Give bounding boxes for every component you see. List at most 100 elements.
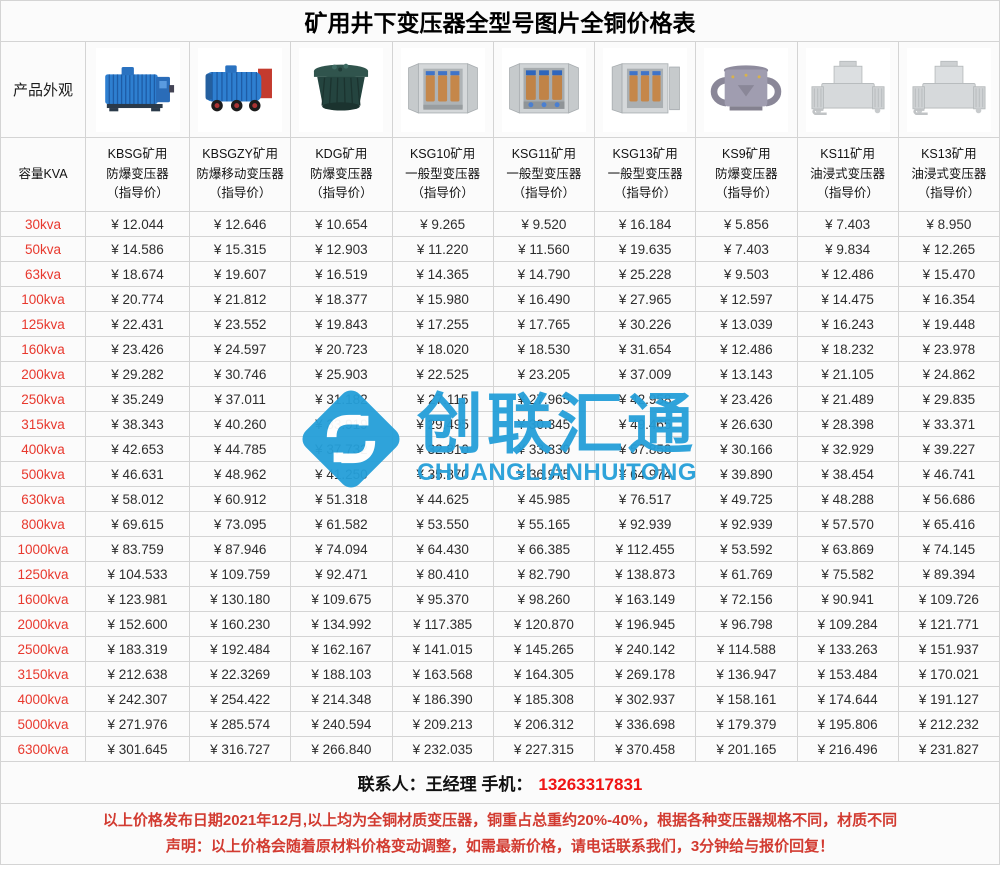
table-row: 160kva ¥ 23.426 ¥ 24.597 ¥ 20.723 ¥ 18.020 ¥ … — [0, 336, 1000, 362]
capacity-cell: 100kva — [0, 286, 86, 312]
price-cell: ¥ 22.3269 — [188, 661, 292, 687]
price-cell: ¥ 46.741 — [897, 461, 1000, 487]
price-cell: ¥ 74.094 — [290, 536, 393, 562]
notice-line-1: 以上价格发布日期2021年12月,以上均为全铜材质变压器，铜重占总重约20%-4… — [102, 812, 898, 829]
price-cell: ¥ 271.976 — [85, 711, 190, 737]
price-cell: ¥ 72.156 — [695, 586, 798, 612]
price-cell: ¥ 17.765 — [492, 311, 596, 337]
price-cell: ¥ 37.009 — [593, 361, 697, 387]
price-cell: ¥ 9.265 — [391, 211, 494, 237]
price-cell: ¥ 18.674 — [85, 261, 190, 287]
price-cell: ¥ 56.686 — [897, 486, 1000, 512]
price-cell: ¥ 214.348 — [290, 686, 393, 712]
price-cell: ¥ 152.600 — [85, 611, 190, 637]
price-cell: ¥ 240.594 — [290, 711, 393, 737]
price-cell: ¥ 11.220 — [391, 236, 494, 262]
capacity-cell: 1250kva — [0, 561, 86, 587]
price-cell: ¥ 22.431 — [85, 311, 190, 337]
price-cell: ¥ 80.410 — [391, 561, 494, 587]
price-cell: ¥ 39.890 — [695, 461, 798, 487]
capacity-cell: 315kva — [0, 411, 86, 437]
price-cell: ¥ 195.806 — [796, 711, 899, 737]
product-header-ks13: KS13矿用 油浸式变压器 （指导价） — [897, 137, 1000, 212]
product-photo-ks11 — [796, 41, 899, 138]
price-cell: ¥ 285.574 — [188, 711, 292, 737]
capacity-cell: 125kva — [0, 311, 86, 337]
price-cell: ¥ 179.379 — [695, 711, 798, 737]
price-cell: ¥ 112.455 — [593, 536, 697, 562]
price-cell: ¥ 23.426 — [695, 386, 798, 412]
price-cell: ¥ 87.946 — [188, 536, 292, 562]
price-cell: ¥ 14.365 — [391, 261, 494, 287]
capacity-cell: 200kva — [0, 361, 86, 387]
capacity-cell: 160kva — [0, 336, 86, 362]
price-cell: ¥ 30.226 — [593, 311, 697, 337]
price-cell: ¥ 16.184 — [593, 211, 697, 237]
price-cell: ¥ 25.903 — [290, 361, 393, 387]
table-row: 200kva ¥ 29.282 ¥ 30.746 ¥ 25.903 ¥ 22.525 ¥ … — [0, 361, 1000, 387]
price-cell: ¥ 44.625 — [391, 486, 494, 512]
price-cell: ¥ 8.950 — [897, 211, 1000, 237]
price-cell: ¥ 170.021 — [897, 661, 1000, 687]
price-cell: ¥ 141.015 — [391, 636, 494, 662]
price-cell: ¥ 231.827 — [897, 736, 1000, 762]
price-cell: ¥ 191.127 — [897, 686, 1000, 712]
price-cell: ¥ 117.385 — [391, 611, 494, 637]
price-cell: ¥ 31.654 — [593, 336, 697, 362]
capacity-cell: 1600kva — [0, 586, 86, 612]
price-cell: ¥ 61.769 — [695, 561, 798, 587]
price-cell: ¥ 20.774 — [85, 286, 190, 312]
capacity-cell: 50kva — [0, 236, 86, 262]
notice-row: 以上价格发布日期2021年12月,以上均为全铜材质变压器，铜重占总重约20%-4… — [0, 803, 1000, 865]
price-cell: ¥ 232.035 — [391, 736, 494, 762]
price-cell: ¥ 316.727 — [188, 736, 292, 762]
price-rows: 30kva ¥ 12.044 ¥ 12.646 ¥ 10.654 ¥ 9.265 ¥ 9.… — [0, 211, 1000, 762]
price-cell: ¥ 109.675 — [290, 586, 393, 612]
ks13-oil-immersed-transformer-image — [912, 60, 986, 115]
table-row: 250kva ¥ 35.249 ¥ 37.011 ¥ 31.182 ¥ 27.115 ¥ … — [0, 386, 1000, 412]
price-cell: ¥ 49.725 — [695, 486, 798, 512]
price-cell: ¥ 254.422 — [188, 686, 292, 712]
price-cell: ¥ 15.980 — [391, 286, 494, 312]
price-cell: ¥ 266.840 — [290, 736, 393, 762]
price-cell: ¥ 38.343 — [85, 411, 190, 437]
price-cell: ¥ 21.105 — [796, 361, 899, 387]
price-cell: ¥ 123.981 — [85, 586, 190, 612]
price-cell: ¥ 109.284 — [796, 611, 899, 637]
price-cell: ¥ 153.484 — [796, 661, 899, 687]
price-cell: ¥ 24.862 — [897, 361, 1000, 387]
price-cell: ¥ 38.454 — [796, 461, 899, 487]
product-photo-kbsg — [85, 41, 190, 138]
price-cell: ¥ 20.723 — [290, 336, 393, 362]
price-cell: ¥ 31.182 — [290, 386, 393, 412]
product-image-row: 产品外观 — [0, 41, 1000, 138]
capacity-cell: 500kva — [0, 461, 86, 487]
price-cell: ¥ 162.167 — [290, 636, 393, 662]
price-cell: ¥ 96.798 — [695, 611, 798, 637]
price-cell: ¥ 201.165 — [695, 736, 798, 762]
price-cell: ¥ 58.012 — [85, 486, 190, 512]
price-cell: ¥ 212.232 — [897, 711, 1000, 737]
price-cell: ¥ 206.312 — [492, 711, 596, 737]
capacity-cell: 400kva — [0, 436, 86, 462]
product-header-ks9: KS9矿用 防爆变压器 （指导价） — [695, 137, 798, 212]
price-cell: ¥ 13.143 — [695, 361, 798, 387]
price-cell: ¥ 44.785 — [188, 436, 292, 462]
price-cell: ¥ 37.011 — [188, 386, 292, 412]
product-photo-kbsgzy — [188, 41, 292, 138]
price-cell: ¥ 19.635 — [593, 236, 697, 262]
table-row: 63kva ¥ 18.674 ¥ 19.607 ¥ 16.519 ¥ 14.365 ¥ 1… — [0, 261, 1000, 287]
page-title: 矿用井下变压器全型号图片全铜价格表 — [0, 0, 1000, 42]
price-cell: ¥ 23.978 — [897, 336, 1000, 362]
table-row: 125kva ¥ 22.431 ¥ 23.552 ¥ 19.843 ¥ 17.255 ¥ … — [0, 311, 1000, 337]
price-cell: ¥ 30.166 — [695, 436, 798, 462]
ksg10-cabinet-transformer-image — [407, 62, 478, 114]
price-cell: ¥ 14.475 — [796, 286, 899, 312]
price-cell: ¥ 370.458 — [593, 736, 697, 762]
table-row: 630kva ¥ 58.012 ¥ 60.912 ¥ 51.318 ¥ 44.625 ¥ … — [0, 486, 1000, 512]
table-row: 1600kva ¥ 123.981 ¥ 130.180 ¥ 109.675 ¥ 95.3… — [0, 586, 1000, 612]
price-cell: ¥ 16.519 — [290, 261, 393, 287]
capacity-cell: 630kva — [0, 486, 86, 512]
price-cell: ¥ 69.615 — [85, 511, 190, 537]
